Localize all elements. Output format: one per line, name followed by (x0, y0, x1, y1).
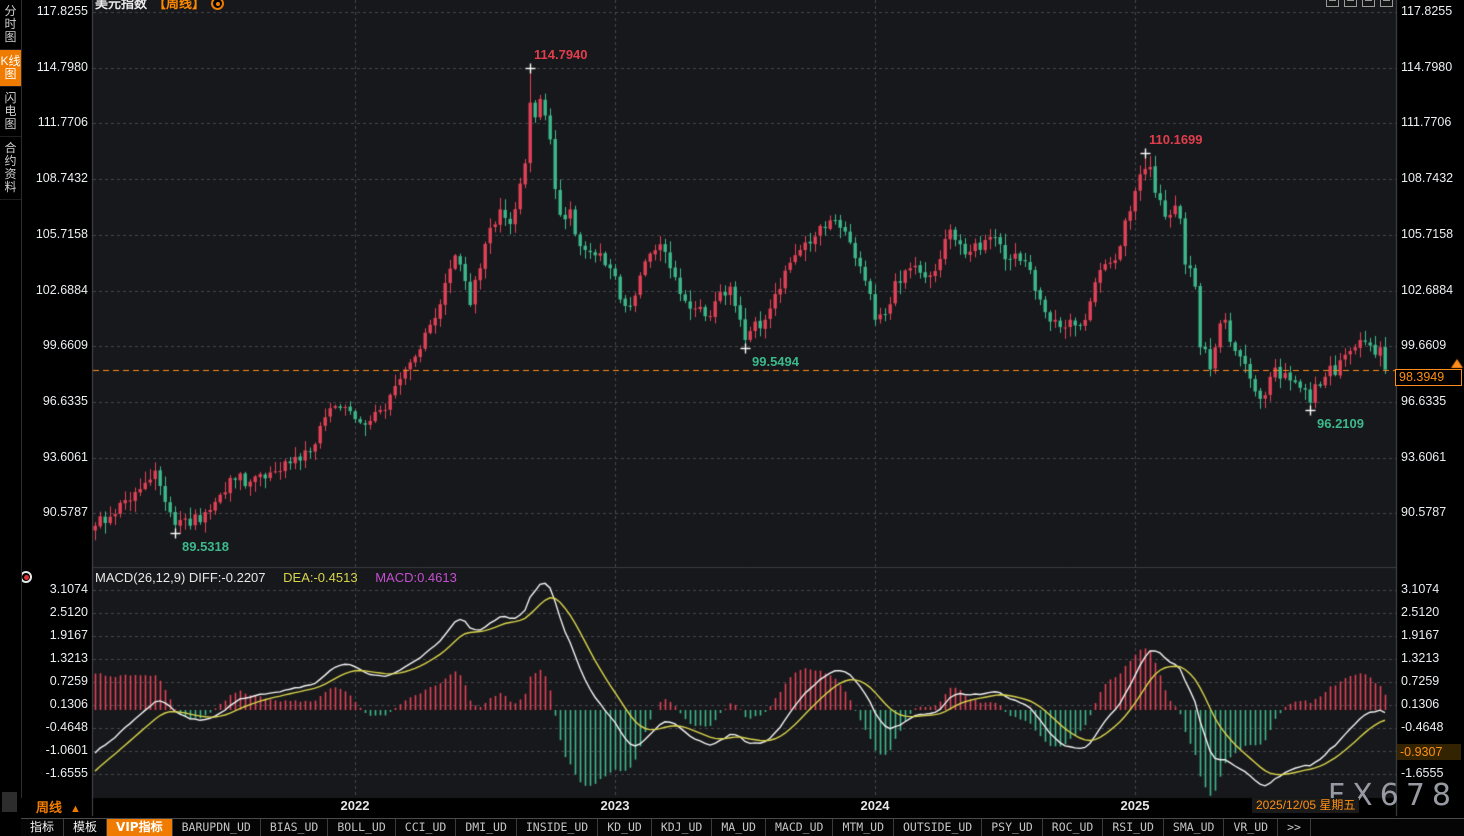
period-selector[interactable]: 周线 ▲ (36, 797, 81, 816)
year-label-2024: 2024 (860, 798, 890, 813)
macd-axis-label-right: 2.5120 (1401, 605, 1440, 619)
tab-ma_ud[interactable]: MA_UD (712, 819, 766, 836)
price-axis-label-right: 105.7158 (1401, 227, 1454, 241)
current-macd-tag: -0.9307 (1397, 744, 1461, 760)
macd-hist-label: MACD:0.4613 (375, 570, 457, 585)
price-annotation: 110.1699 (1149, 131, 1203, 147)
macd-dea-label: DEA:-0.4513 (283, 570, 358, 585)
price-axis-label-left: 102.6884 (35, 283, 88, 297)
price-axis-label-right: 108.7432 (1401, 171, 1454, 185)
tab-mtm_ud[interactable]: MTM_UD (833, 819, 894, 836)
price-axis-label-right: 102.6884 (1401, 283, 1454, 297)
tab-sma_ud[interactable]: SMA_UD (1164, 819, 1225, 836)
macd-axis-label-right: 1.9167 (1401, 628, 1440, 642)
macd-axis-label-right: -0.4648 (1401, 720, 1444, 734)
price-axis-label-left: 111.7706 (37, 115, 88, 129)
price-axis-label-right: 96.6335 (1401, 394, 1447, 408)
tab-kdj_ud[interactable]: KDJ_UD (652, 819, 713, 836)
price-axis-label-left: 117.8255 (36, 4, 88, 18)
price-axis-label-left: 93.6061 (42, 450, 88, 464)
price-axis-label-right: 117.8255 (1401, 4, 1453, 18)
tab-boll_ud[interactable]: BOLL_UD (328, 819, 396, 836)
tab-barupdn_ud[interactable]: BARUPDN_UD (173, 819, 261, 836)
macd-axis-label-right: 0.1306 (1401, 697, 1440, 711)
price-axis-label-right: 93.6061 (1401, 450, 1447, 464)
macd-axis-label-right: -1.6555 (1401, 766, 1444, 780)
indicator-tab-bar: 指标 模板 VIP指标 BARUPDN_UD BIAS_UD BOLL_UD CCI_UD D… (21, 818, 1464, 836)
tab->>[interactable]: >> (1278, 819, 1311, 836)
price-axis-label-left: 99.6609 (42, 338, 88, 352)
macd-axis-label-right: 3.1074 (1401, 582, 1440, 596)
layout-icon-4[interactable] (1380, 0, 1393, 7)
current-price-tag: 98.3949 (1395, 369, 1462, 386)
macd-axis-label-left: 0.1306 (49, 697, 88, 711)
macd-axis-label-right: 0.7259 (1401, 674, 1440, 688)
sidebar-item-1[interactable]: 分时图 (0, 0, 21, 50)
year-label-2022: 2022 (340, 798, 370, 813)
tab-psy_ud[interactable]: PSY_UD (982, 819, 1043, 836)
price-axis-label-right: 111.7706 (1401, 115, 1452, 129)
macd-axis-label-left: 1.9167 (49, 628, 88, 642)
tab-macd_ud[interactable]: MACD_UD (766, 819, 834, 836)
macd-axis-label-left: 1.3213 (49, 651, 88, 665)
tab-bias_ud[interactable]: BIAS_UD (261, 819, 329, 836)
tab-cci_ud[interactable]: CCI_UD (396, 819, 457, 836)
price-axis-label-left: 108.7432 (35, 171, 88, 185)
sidebar-item-4[interactable]: 合约资料 (0, 137, 21, 200)
macd-diff-label: MACD(26,12,9) DIFF:-0.2207 (95, 570, 266, 585)
price-annotation: 96.2109 (1317, 415, 1364, 431)
chart-title: 美元指数 【周线】 (95, 0, 225, 12)
macd-axis-label-left: -1.6555 (45, 766, 88, 780)
price-axis-label-left: 96.6335 (42, 394, 88, 408)
price-annotation: 89.5318 (182, 538, 229, 554)
period-text: 周线 (36, 800, 63, 815)
macd-axis-label-left: -0.4648 (45, 720, 88, 734)
price-axis-label-right: 114.7980 (1401, 60, 1453, 74)
price-annotation: 114.7940 (534, 46, 588, 62)
macd-header: MACD(26,12,9) DIFF:-0.2207 DEA:-0.4513 M… (95, 570, 457, 585)
tab-模板[interactable]: 模板 (64, 819, 108, 836)
year-label-2023: 2023 (600, 798, 630, 813)
layout-icon-2[interactable] (1344, 0, 1357, 7)
symbol-name: 美元指数 (95, 0, 148, 11)
price-annotation: 99.5494 (752, 354, 799, 370)
period-name: 【周线】 (153, 0, 206, 11)
tab-roc_ud[interactable]: ROC_UD (1043, 819, 1104, 836)
tab-指标[interactable]: 指标 (21, 819, 65, 836)
tab-vr_ud[interactable]: VR_UD (1224, 819, 1279, 836)
triangle-up-icon: ▲ (70, 803, 81, 815)
gear-icon[interactable] (211, 0, 225, 10)
tab-inside_ud[interactable]: INSIDE_UD (517, 819, 599, 836)
tab-vip指标[interactable]: VIP指标 (107, 819, 173, 836)
tab-dmi_ud[interactable]: DMI_UD (456, 819, 517, 836)
price-axis-label-right: 90.5787 (1401, 505, 1447, 519)
bottom-corner-handle[interactable] (2, 792, 17, 812)
tab-outside_ud[interactable]: OUTSIDE_UD (894, 819, 983, 836)
macd-axis-label-left: 2.5120 (49, 605, 88, 619)
sidebar-item-3[interactable]: 闪电图 (0, 87, 21, 137)
left-sidebar: 分时图 K线图 闪电图 合约资料 (0, 0, 22, 798)
price-axis-label-left: 90.5787 (42, 505, 88, 519)
macd-axis-label-left: -1.0601 (45, 743, 88, 757)
price-axis-label-left: 105.7158 (35, 227, 88, 241)
tab-kd_ud[interactable]: KD_UD (598, 819, 652, 836)
tab-rsi_ud[interactable]: RSI_UD (1103, 819, 1164, 836)
macd-axis-label-right: 1.3213 (1401, 651, 1440, 665)
macd-axis-label-left: 0.7259 (49, 674, 88, 688)
cursor-date-label: 2025/12/05 星期五 (1252, 798, 1360, 813)
price-axis-label-right: 99.6609 (1401, 338, 1447, 352)
layout-icon-1[interactable] (1326, 0, 1339, 7)
price-axis-label-left: 114.7980 (36, 60, 88, 74)
sidebar-item-2[interactable]: K线图 (0, 50, 21, 87)
layout-icon-3[interactable] (1362, 0, 1375, 7)
macd-axis-label-left: 3.1074 (49, 582, 88, 596)
year-label-2025: 2025 (1120, 798, 1150, 813)
window-layout-icons (1326, 0, 1393, 7)
